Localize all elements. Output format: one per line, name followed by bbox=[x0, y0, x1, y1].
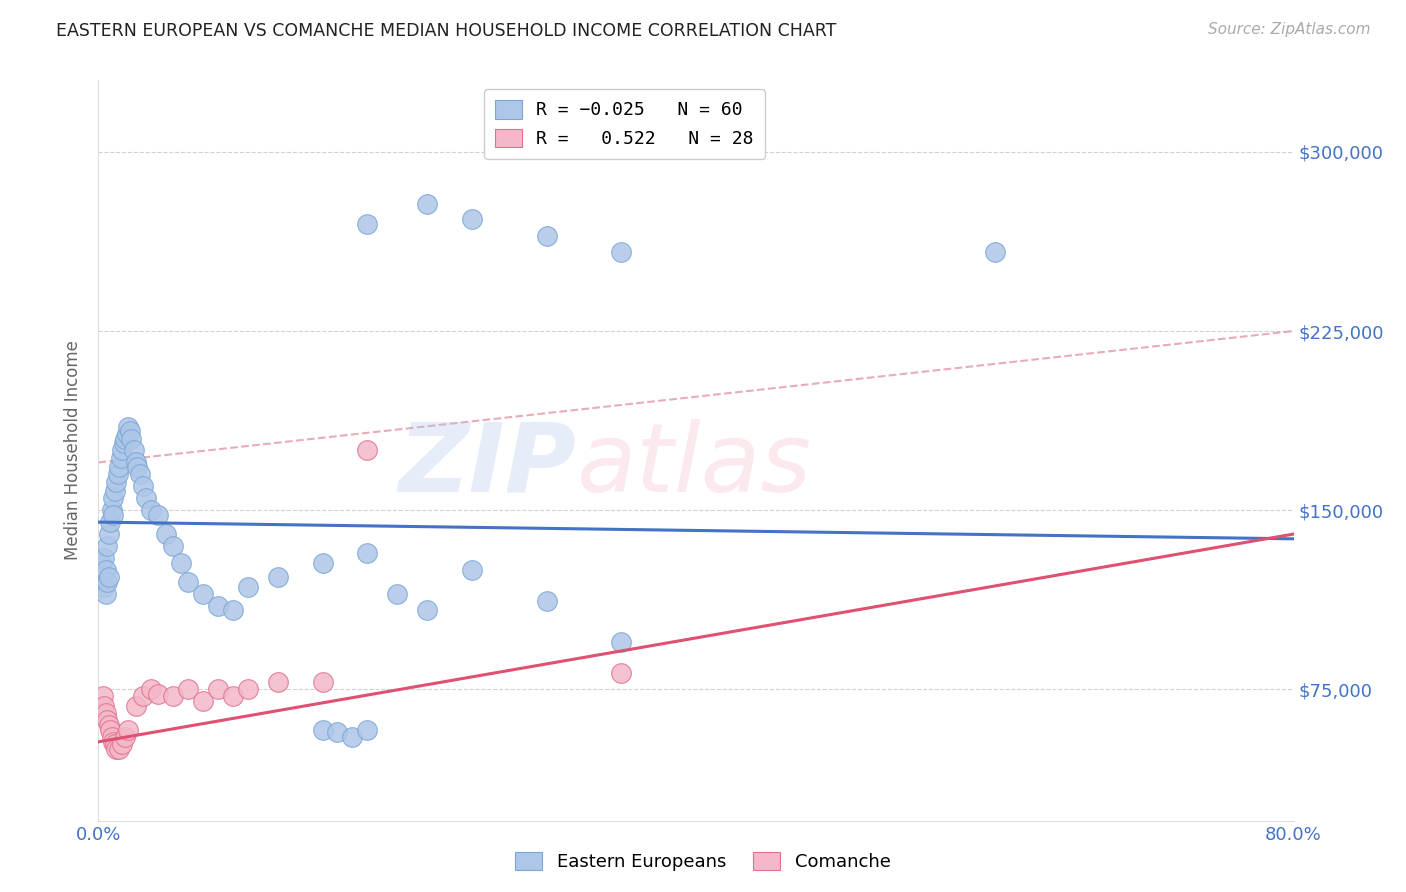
Point bbox=[111, 443, 134, 458]
Point bbox=[132, 690, 155, 704]
Point bbox=[536, 228, 558, 243]
Point bbox=[132, 479, 155, 493]
Point bbox=[101, 730, 124, 744]
Text: Source: ZipAtlas.com: Source: ZipAtlas.com bbox=[1208, 22, 1371, 37]
Point bbox=[96, 714, 118, 728]
Point bbox=[416, 197, 439, 211]
Point bbox=[536, 594, 558, 608]
Point bbox=[191, 694, 214, 708]
Point bbox=[135, 491, 157, 506]
Point bbox=[94, 706, 117, 721]
Point bbox=[610, 665, 633, 680]
Point bbox=[207, 682, 229, 697]
Text: EASTERN EUROPEAN VS COMANCHE MEDIAN HOUSEHOLD INCOME CORRELATION CHART: EASTERN EUROPEAN VS COMANCHE MEDIAN HOUS… bbox=[56, 22, 837, 40]
Point bbox=[97, 527, 120, 541]
Point bbox=[120, 432, 142, 446]
Point bbox=[97, 718, 120, 732]
Point bbox=[112, 436, 135, 450]
Point bbox=[111, 737, 134, 751]
Point bbox=[118, 425, 141, 439]
Point bbox=[98, 515, 122, 529]
Point bbox=[610, 245, 633, 260]
Point bbox=[311, 675, 333, 690]
Point bbox=[103, 491, 125, 506]
Point bbox=[103, 735, 125, 749]
Point bbox=[94, 587, 117, 601]
Point bbox=[98, 723, 122, 737]
Point bbox=[129, 467, 152, 482]
Point bbox=[93, 550, 115, 565]
Point bbox=[104, 737, 127, 751]
Point bbox=[148, 687, 170, 701]
Point bbox=[155, 527, 177, 541]
Point bbox=[236, 580, 259, 594]
Text: ZIP: ZIP bbox=[398, 418, 576, 512]
Y-axis label: Median Household Income: Median Household Income bbox=[65, 341, 83, 560]
Point bbox=[97, 570, 120, 584]
Point bbox=[984, 245, 1007, 260]
Point bbox=[124, 443, 146, 458]
Point bbox=[356, 443, 378, 458]
Point bbox=[177, 682, 200, 697]
Point bbox=[127, 460, 149, 475]
Point bbox=[108, 460, 131, 475]
Point bbox=[125, 455, 148, 469]
Point bbox=[222, 603, 245, 617]
Point bbox=[115, 426, 138, 441]
Point bbox=[114, 432, 136, 446]
Point bbox=[311, 723, 333, 737]
Point bbox=[117, 419, 139, 434]
Point bbox=[90, 556, 112, 570]
Point bbox=[385, 587, 409, 601]
Point bbox=[101, 503, 124, 517]
Point bbox=[267, 570, 290, 584]
Point bbox=[342, 730, 364, 744]
Point bbox=[162, 690, 184, 704]
Point bbox=[169, 556, 191, 570]
Point bbox=[93, 580, 115, 594]
Point bbox=[103, 508, 125, 522]
Point bbox=[107, 467, 129, 482]
Point bbox=[139, 682, 162, 697]
Point bbox=[148, 508, 170, 522]
Point bbox=[108, 742, 131, 756]
Point bbox=[267, 675, 290, 690]
Point bbox=[105, 742, 128, 756]
Point bbox=[114, 730, 136, 744]
Point bbox=[356, 723, 378, 737]
Point bbox=[96, 574, 118, 589]
Point bbox=[91, 690, 114, 704]
Point bbox=[162, 539, 184, 553]
Point bbox=[139, 503, 162, 517]
Legend: Eastern Europeans, Comanche: Eastern Europeans, Comanche bbox=[508, 845, 898, 879]
Point bbox=[356, 546, 378, 560]
Point bbox=[461, 563, 484, 577]
Point bbox=[610, 634, 633, 648]
Point bbox=[94, 563, 117, 577]
Point bbox=[236, 682, 259, 697]
Point bbox=[96, 539, 118, 553]
Point bbox=[416, 603, 439, 617]
Point bbox=[326, 725, 349, 739]
Point bbox=[356, 217, 378, 231]
Point bbox=[93, 698, 115, 713]
Text: atlas: atlas bbox=[576, 418, 811, 512]
Point bbox=[117, 723, 139, 737]
Point bbox=[311, 556, 333, 570]
Point bbox=[91, 570, 114, 584]
Point bbox=[125, 698, 148, 713]
Point bbox=[191, 587, 214, 601]
Point bbox=[177, 574, 200, 589]
Point bbox=[207, 599, 229, 613]
Point bbox=[104, 484, 127, 499]
Point bbox=[461, 211, 484, 226]
Point bbox=[105, 475, 128, 489]
Point bbox=[222, 690, 245, 704]
Legend: R = −0.025   N = 60, R =   0.522   N = 28: R = −0.025 N = 60, R = 0.522 N = 28 bbox=[484, 89, 765, 159]
Point bbox=[110, 450, 132, 465]
